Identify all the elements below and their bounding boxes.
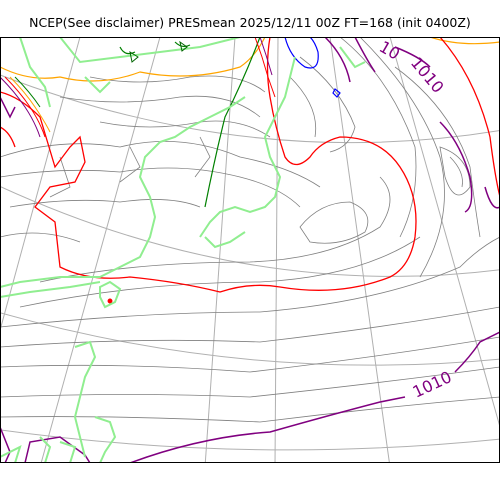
contour-label-1010-bottom: 1010 bbox=[410, 367, 455, 401]
isobar-970 bbox=[284, 37, 341, 98]
minor-features bbox=[129, 40, 188, 63]
isobar-990 bbox=[0, 37, 500, 82]
isobars-gray bbox=[0, 37, 500, 423]
pressure-map: 10 1010 1010 bbox=[0, 37, 500, 463]
graticule bbox=[0, 37, 500, 463]
isobar-1010 bbox=[0, 37, 500, 463]
contour-label-1010-top: 1010 bbox=[407, 53, 448, 96]
isobar-cluster-topleft bbox=[0, 37, 276, 138]
isobar-980 bbox=[119, 37, 261, 208]
coastlines bbox=[0, 37, 366, 463]
isobar-1000 bbox=[0, 37, 500, 304]
contour-label-1010-partial: 10 bbox=[376, 37, 403, 64]
map-title: NCEP(See disclaimer) PRESmean 2025/12/11… bbox=[29, 15, 471, 30]
